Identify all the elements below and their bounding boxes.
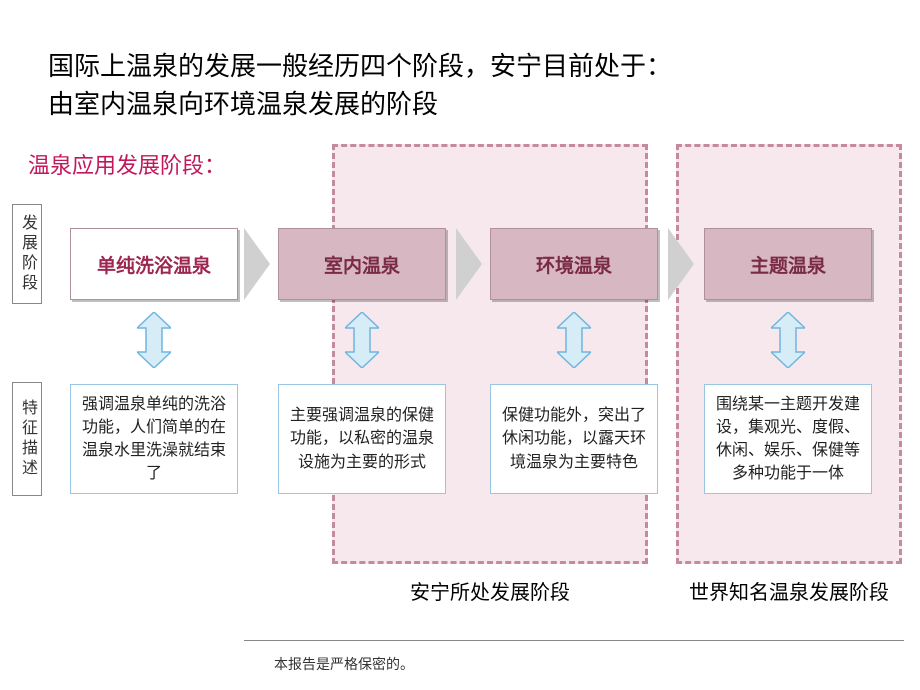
progress-arrow-2 bbox=[456, 228, 482, 300]
desc-box-2: 主要强调温泉的保健功能，以私密的温泉设施为主要的形式 bbox=[278, 384, 446, 494]
desc-text-1: 强调温泉单纯的洗浴功能，人们简单的在温泉水里洗澡就结束了 bbox=[79, 393, 229, 486]
stage-box-1: 单纯洗浴温泉 bbox=[70, 228, 238, 300]
row-label-stage: 发展阶段 bbox=[12, 204, 42, 304]
stage-box-2: 室内温泉 bbox=[278, 228, 446, 300]
desc-text-2: 主要强调温泉的保健功能，以私密的温泉设施为主要的形式 bbox=[287, 404, 437, 474]
footer-divider bbox=[244, 640, 904, 641]
caption-right: 世界知名温泉发展阶段 bbox=[676, 576, 902, 605]
subtitle: 温泉应用发展阶段： bbox=[28, 148, 226, 180]
footer-text: 本报告是严格保密的。 bbox=[274, 654, 414, 674]
desc-text-3: 保健功能外，突出了休闲功能，以露天环境温泉为主要特色 bbox=[499, 404, 649, 474]
desc-text-4: 围绕某一主题开发建设，集观光、度假、休闲、娱乐、保健等多种功能于一体 bbox=[713, 393, 863, 486]
progress-arrow-3 bbox=[668, 228, 694, 300]
slide-title: 国际上温泉的发展一般经历四个阶段，安宁目前处于： 由室内温泉向环境温泉发展的阶段 bbox=[48, 48, 672, 123]
progress-arrow-1 bbox=[244, 228, 270, 300]
title-line-2: 由室内温泉向环境温泉发展的阶段 bbox=[48, 89, 438, 119]
link-arrow-4 bbox=[771, 312, 805, 368]
row-label-stage-text: 发展阶段 bbox=[15, 214, 39, 294]
link-arrow-1 bbox=[137, 312, 171, 368]
link-arrow-3 bbox=[557, 312, 591, 368]
stage-box-4: 主题温泉 bbox=[704, 228, 872, 300]
title-line-1: 国际上温泉的发展一般经历四个阶段，安宁目前处于： bbox=[48, 51, 672, 81]
stage-label-1: 单纯洗浴温泉 bbox=[97, 251, 211, 278]
stage-label-4: 主题温泉 bbox=[750, 251, 826, 278]
stage-label-2: 室内温泉 bbox=[324, 251, 400, 278]
link-arrow-2 bbox=[345, 312, 379, 368]
highlight-middle bbox=[332, 144, 648, 564]
desc-box-4: 围绕某一主题开发建设，集观光、度假、休闲、娱乐、保健等多种功能于一体 bbox=[704, 384, 872, 494]
desc-box-3: 保健功能外，突出了休闲功能，以露天环境温泉为主要特色 bbox=[490, 384, 658, 494]
desc-box-1: 强调温泉单纯的洗浴功能，人们简单的在温泉水里洗澡就结束了 bbox=[70, 384, 238, 494]
row-label-desc-text: 特征描述 bbox=[15, 399, 39, 479]
caption-middle: 安宁所处发展阶段 bbox=[332, 576, 648, 605]
stage-box-3: 环境温泉 bbox=[490, 228, 658, 300]
stage-label-3: 环境温泉 bbox=[536, 251, 612, 278]
row-label-desc: 特征描述 bbox=[12, 382, 42, 496]
